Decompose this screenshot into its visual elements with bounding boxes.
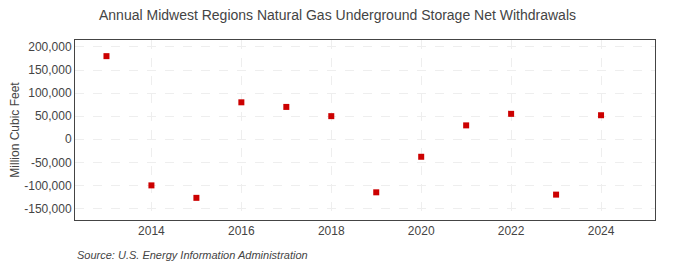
svg-text:-100,000: -100,000 [24,179,72,193]
svg-text:Million Cubic Feet: Million Cubic Feet [8,82,22,178]
svg-text:Source: U.S. Energy Informatio: Source: U.S. Energy Information Administ… [77,249,308,261]
svg-text:Annual Midwest Regions Natural: Annual Midwest Regions Natural Gas Under… [99,7,576,23]
svg-text:2024: 2024 [588,224,615,238]
svg-text:100,000: 100,000 [28,86,72,100]
svg-text:200,000: 200,000 [28,40,72,54]
svg-text:150,000: 150,000 [28,63,72,77]
svg-text:2022: 2022 [498,224,525,238]
svg-text:50,000: 50,000 [35,109,72,123]
svg-text:2014: 2014 [138,224,165,238]
svg-text:-150,000: -150,000 [24,202,72,216]
svg-text:2018: 2018 [318,224,345,238]
svg-text:2016: 2016 [228,224,255,238]
svg-text:-50,000: -50,000 [31,156,72,170]
svg-text:2020: 2020 [408,224,435,238]
svg-text:0: 0 [65,132,72,146]
